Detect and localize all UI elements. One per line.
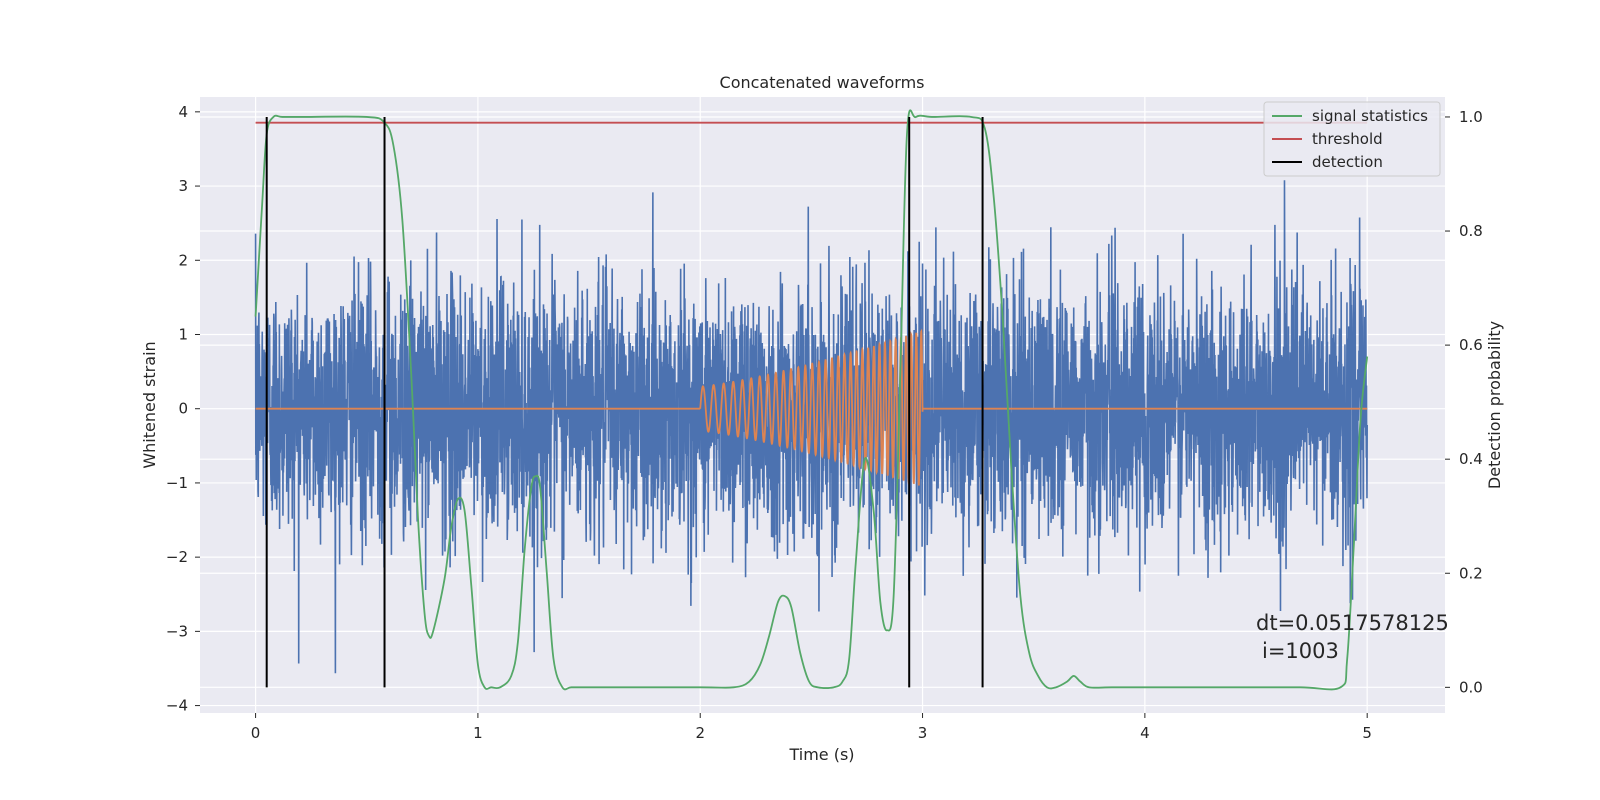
- legend-label-statistic: signal statistics: [1312, 107, 1428, 125]
- x-tick-label: 2: [695, 724, 705, 742]
- plot-area: [254, 109, 1369, 691]
- x-tick-label: 5: [1362, 724, 1372, 742]
- y-tick-label: 3: [178, 177, 188, 195]
- series-noise: [254, 180, 1368, 674]
- legend-box: [1263, 101, 1441, 177]
- series-injected: [255, 328, 1368, 486]
- y-tick-label: −3: [166, 622, 188, 640]
- y-right-tick-label: 0.6: [1459, 336, 1483, 354]
- legend-label-threshold: threshold: [1312, 130, 1383, 148]
- annotation: dt=0.0517578125 i=1003: [1256, 611, 1449, 663]
- y-right-tick-label: 0.0: [1459, 678, 1483, 696]
- y-axis-label: Whitened strain: [140, 341, 159, 468]
- x-tick-label: 1: [473, 724, 483, 742]
- x-tick-label: 3: [918, 724, 928, 742]
- legend: signal statistics threshold detection: [1263, 101, 1441, 177]
- y-right-tick-label: 0.4: [1459, 450, 1483, 468]
- annotation-dt: dt=0.0517578125: [1256, 611, 1449, 635]
- x-axis-label: Time (s): [788, 745, 854, 764]
- y-right-tick-label: 1.0: [1459, 108, 1483, 126]
- y-tick-label: 4: [178, 103, 188, 121]
- y-tick-label: −1: [166, 474, 188, 492]
- y-right-tick-label: 0.8: [1459, 222, 1483, 240]
- y-right-tick-label: 0.2: [1459, 564, 1483, 582]
- legend-label-detection: detection: [1312, 153, 1383, 171]
- x-tick-label: 0: [251, 724, 261, 742]
- y-tick-label: 1: [178, 325, 188, 343]
- ticks: 0 1 2 3 4 5 −4 −3 −2 −1 0 1 2 3 4 0.0 0.2 0.4 0.6 0.8 1.0: [166, 103, 1483, 742]
- y-tick-label: 2: [178, 251, 188, 269]
- y-tick-label: −2: [166, 548, 188, 566]
- y-right-axis-label: Detection probability: [1485, 321, 1504, 489]
- annotation-i: i=1003: [1262, 639, 1339, 663]
- y-tick-label: −4: [166, 697, 188, 715]
- series-signal-statistics: [254, 109, 1369, 691]
- chart-title: Concatenated waveforms: [720, 73, 925, 92]
- x-tick-label: 4: [1140, 724, 1150, 742]
- y-tick-label: 0: [178, 400, 188, 418]
